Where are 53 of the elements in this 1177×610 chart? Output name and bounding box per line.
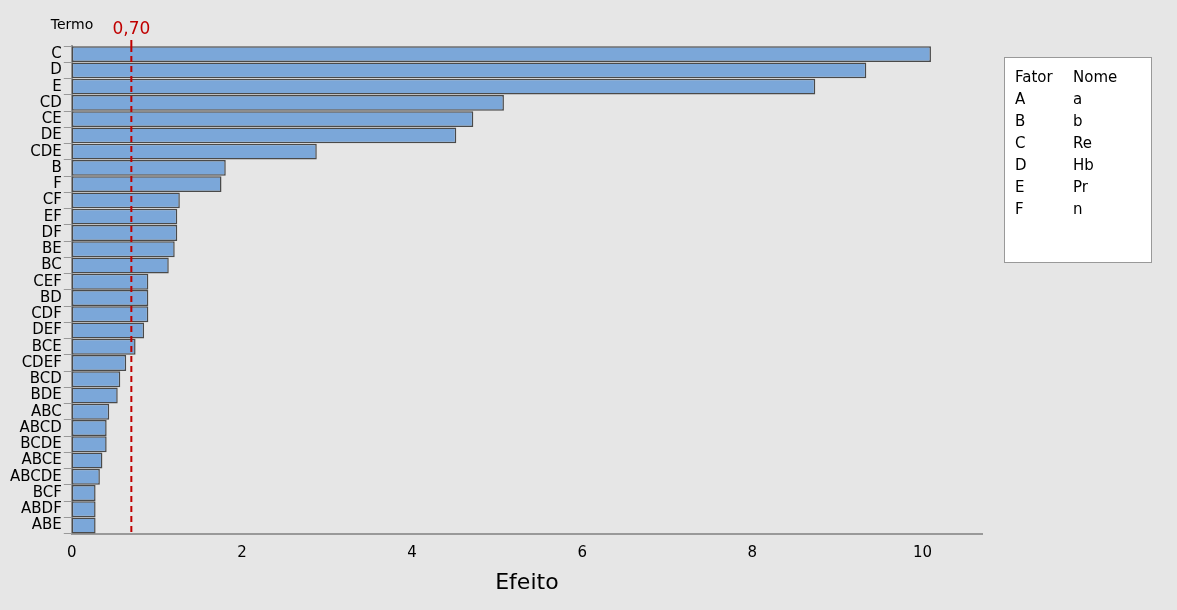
y-tick-label: CDF [31,304,62,323]
y-tick-label: ABC [31,401,62,420]
y-tick-label: ABE [31,515,62,534]
y-tick-label: ABCDE [9,466,62,485]
y-tick-label: BE [42,239,62,258]
y-tick-label: C [51,44,62,63]
y-tick-label: BD [39,287,62,306]
y-tick-label: BDE [30,385,62,404]
y-tick-label: BCD [29,369,62,388]
y-tick-label: BCDE [20,434,62,453]
text: b [1073,112,1084,130]
y-tick-label: DF [41,222,62,241]
y-tick-label: ABCD [19,417,62,436]
y-tick-label: CF [42,190,62,209]
x-tick-label: 8 [747,543,758,562]
text: Pr [1073,178,1089,196]
y-tick-label: CD [39,92,62,111]
text: a [1073,90,1084,108]
y-axis-title: Termo [49,15,94,32]
text: B [1015,112,1027,130]
text: A [1015,90,1027,108]
x-tick-label: 4 [407,543,417,562]
y-tick-label: CDE [30,141,62,160]
text: C [1015,134,1027,152]
y-tick-label: BCE [31,336,62,355]
y-tick-label: E [52,76,62,95]
text: Re [1073,134,1093,152]
y-tick-label: BC [41,255,62,274]
y-tick-label: ABDF [21,499,62,518]
y-tick-label: F [53,174,62,193]
x-tick-label: 0 [67,543,77,562]
y-tick-label: ABCE [21,450,62,469]
ref-line-label: 0,70 [112,17,151,38]
text: E [1015,178,1026,196]
y-tick-label: D [50,60,62,79]
y-tick-label: EF [43,206,62,225]
y-tick-label: CDEF [21,352,62,371]
y-tick-label: DEF [32,320,62,339]
x-tick-label: 2 [237,543,247,562]
y-tick-label: CEF [33,271,62,290]
text: Nome [1073,68,1119,86]
text: Fator [1015,68,1054,86]
text: F [1015,200,1025,218]
x-tick-label: 6 [577,543,587,562]
y-tick-label: BCF [32,482,62,501]
y-tick-label: CE [41,109,62,128]
x-axis-title: Efeito [495,568,559,594]
text: Hb [1073,156,1095,174]
x-tick-label: 10 [912,543,932,562]
text: D [1015,156,1028,174]
text: n [1073,200,1084,218]
y-tick-label: B [51,157,62,176]
y-tick-label: DE [40,125,62,144]
